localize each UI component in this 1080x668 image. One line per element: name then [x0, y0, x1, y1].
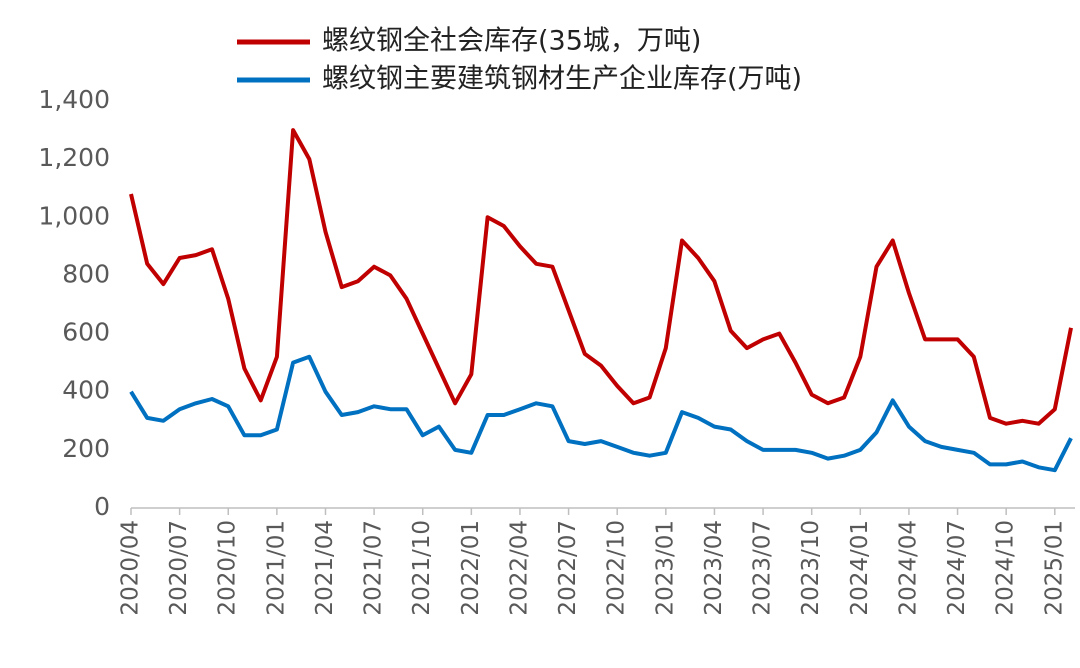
- x-tick-label: 2023/01: [652, 520, 678, 616]
- y-tick-label: 1,000: [38, 201, 110, 230]
- series-line: [129, 354, 1073, 473]
- x-tick-label: 2023/04: [701, 520, 727, 616]
- x-tick-label: 2020/10: [215, 520, 241, 616]
- x-tick-label: 2022/04: [506, 520, 532, 616]
- y-tick-label: 800: [62, 259, 110, 288]
- x-tick-label: 2024/10: [993, 520, 1019, 616]
- y-tick-label: 600: [62, 318, 110, 347]
- y-tick-label: 400: [62, 376, 110, 405]
- x-tick-label: 2025/01: [1041, 520, 1067, 616]
- y-tick-label: 0: [94, 492, 110, 521]
- x-tick-label: 2021/04: [312, 520, 338, 616]
- x-tick-label: 2024/07: [944, 520, 970, 616]
- x-tick-label: 2021/01: [263, 520, 289, 616]
- x-tick-label: 2023/10: [798, 520, 824, 616]
- series-line: [129, 128, 1073, 426]
- x-tick-label: 2021/07: [361, 520, 387, 616]
- x-tick-label: 2024/04: [895, 520, 921, 616]
- x-tick-label: 2020/04: [118, 520, 144, 616]
- x-tick-label: 2020/07: [166, 520, 192, 616]
- legend-label: 螺纹钢全社会库存(35城，万吨): [322, 26, 701, 57]
- x-tick-label: 2021/10: [409, 520, 435, 616]
- y-tick-label: 1,400: [38, 85, 110, 114]
- y-tick-label: 200: [62, 434, 110, 463]
- x-tick-label: 2022/10: [604, 520, 630, 616]
- x-tick-label: 2022/01: [458, 520, 484, 616]
- legend-label: 螺纹钢主要建筑钢材生产企业库存(万吨): [322, 64, 802, 95]
- x-tick-label: 2023/07: [750, 520, 776, 616]
- y-tick-label: 1,200: [38, 143, 110, 172]
- x-tick-label: 2024/01: [847, 520, 873, 616]
- x-tick-label: 2022/07: [555, 520, 581, 616]
